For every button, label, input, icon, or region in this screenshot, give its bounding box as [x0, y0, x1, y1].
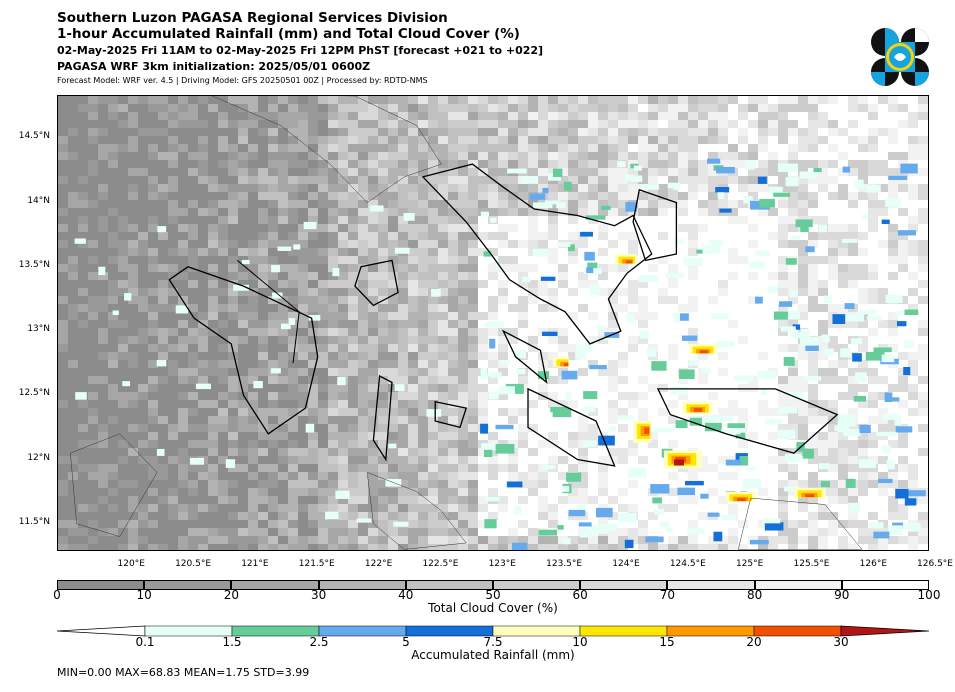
cloud-tick-label: 80 [746, 588, 763, 602]
region-boundary [237, 260, 300, 364]
lon-tick-label: 125°E [735, 559, 764, 569]
lon-tick-label: 126.5°E [917, 559, 953, 569]
rain-colorbar-segment [753, 625, 842, 637]
cloud-tick-label: 70 [659, 588, 676, 602]
init-time: PAGASA WRF 3km initialization: 2025/05/0… [57, 60, 371, 73]
lat-tick-label: 14.5°N [18, 131, 50, 142]
map-subtitle: 1-hour Accumulated Rainfall (mm) and Tot… [57, 26, 520, 42]
cloud-tick-label: 40 [398, 588, 414, 602]
map-title: Southern Luzon PAGASA Regional Services … [57, 10, 448, 26]
cloud-tick-label: 60 [572, 588, 588, 602]
lon-tick-label: 125.5°E [793, 559, 830, 569]
rain-tick-label: 7.5 [483, 635, 503, 649]
cloud-colorbar-segment [841, 580, 929, 590]
lat-tick-label: 12°N [27, 452, 50, 463]
rain-tick-label: 30 [833, 635, 849, 649]
rain-tick-label: 10 [572, 635, 588, 649]
rain-tick-label: 5 [402, 635, 410, 649]
lat-tick-label: 11.5°N [18, 516, 50, 527]
rain-colorbar-segment [405, 625, 494, 637]
lon-tick-label: 126°E [859, 559, 888, 569]
rain-colorbar-segment [492, 625, 581, 637]
lat-tick-label: 13.5°N [18, 259, 50, 270]
lat-tick-label: 13°N [27, 324, 50, 335]
rain-colorbar [56, 625, 930, 637]
rain-colorbar-overflow [840, 625, 930, 637]
pagasa-logo [871, 28, 929, 86]
rain-colorbar-underflow [56, 625, 146, 637]
cloud-tick-label: 30 [310, 588, 327, 602]
rain-tick-label: 20 [746, 635, 762, 649]
cloud-colorbar-segment [405, 580, 493, 590]
lon-tick-label: 124°E [612, 559, 640, 569]
forecast-map [57, 95, 929, 551]
rain-tick-label: 2.5 [309, 635, 329, 649]
valid-time: 02-May-2025 Fri 11AM to 02-May-2025 Fri … [57, 44, 544, 57]
cloud-colorbar-segment [318, 580, 406, 590]
lon-tick-label: 122°E [364, 559, 393, 569]
rain-tick-label: 1.5 [222, 635, 242, 649]
cloud-colorbar-segment [580, 580, 668, 590]
stats-line: MIN=0.00 MAX=68.83 MEAN=1.75 STD=3.99 [57, 666, 310, 679]
cloud-colorbar-segment [231, 580, 319, 590]
lon-tick-label: 123.5°E [546, 559, 583, 569]
cloud-tick-label: 90 [834, 588, 850, 602]
lat-tick-label: 12.5°N [18, 388, 50, 399]
cloud-colorbar-segment [754, 580, 842, 590]
rain-tick-label: 0.1 [135, 635, 155, 649]
cloud-tick-label: 20 [223, 588, 240, 602]
map-canvas [58, 96, 928, 550]
lon-tick-label: 123°E [488, 559, 516, 569]
cloud-colorbar-segment [667, 580, 755, 590]
rain-colorbar-segment [144, 625, 233, 637]
cloud-rain-field [58, 96, 928, 550]
rain-colorbar-segment [318, 625, 407, 637]
cloud-colorbar-segment [144, 580, 232, 590]
lon-tick-label: 120°E [117, 559, 145, 569]
coastlines [168, 163, 839, 467]
cloud-tick-label: 100 [917, 588, 941, 602]
lon-tick-label: 120.5°E [175, 559, 212, 569]
rain-colorbar-segment [579, 625, 668, 637]
cloud-colorbar-segment [493, 580, 581, 590]
rain-colorbar-segment [231, 625, 320, 637]
lat-tick-label: 14°N [27, 195, 50, 206]
neighbor-coastlines [70, 96, 863, 550]
rain-tick-label: 15 [659, 635, 675, 649]
cloud-tick-label: 10 [136, 588, 152, 602]
lon-tick-label: 124.5°E [669, 559, 706, 569]
rain-colorbar-label: Accumulated Rainfall (mm) [411, 648, 575, 662]
cloud-tick-label: 50 [485, 588, 501, 602]
cloud-colorbar-segment [57, 580, 145, 590]
cloud-colorbar-label: Total Cloud Cover (%) [428, 601, 558, 615]
rain-colorbar-segment [666, 625, 755, 637]
model-info: Forecast Model: WRF ver. 4.5 | Driving M… [57, 76, 428, 85]
lon-tick-label: 121.5°E [298, 559, 335, 569]
cloud-tick-label: 0 [53, 588, 61, 602]
lon-tick-label: 121°E [241, 559, 269, 569]
lon-tick-label: 122.5°E [422, 559, 459, 569]
